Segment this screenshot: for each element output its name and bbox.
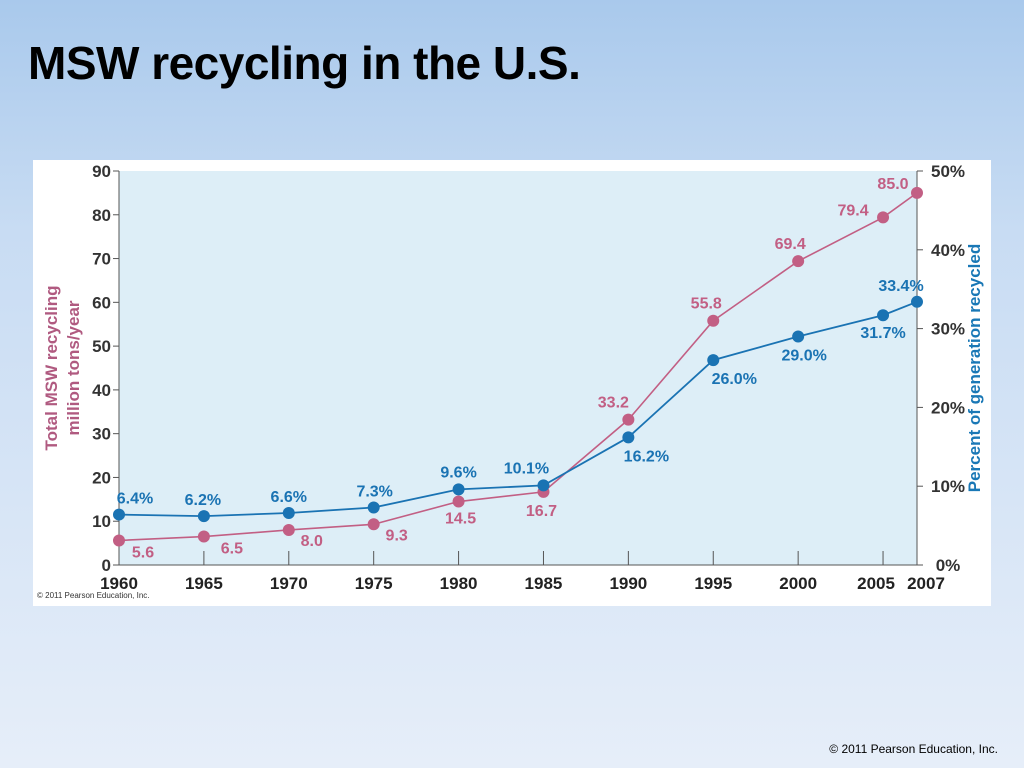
left-axis-tick-label: 70 bbox=[92, 250, 111, 269]
chart-figure: 0 10 20 30 40 50 60 70 80 90 0% 10% 20% 30% 40% 50% 1960… bbox=[33, 160, 991, 606]
right-axis-tick-label: 50% bbox=[931, 162, 965, 181]
percent-data-label: 6.6% bbox=[271, 489, 307, 506]
x-axis-tick-label: 2000 bbox=[779, 574, 817, 593]
tons-data-label: 69.4 bbox=[775, 236, 806, 253]
right-axis-tick-label: 0% bbox=[936, 556, 961, 575]
x-axis-tick-label: 1970 bbox=[270, 574, 308, 593]
percent-point bbox=[877, 309, 890, 322]
percent-point bbox=[367, 501, 380, 514]
tons-data-label: 33.2 bbox=[598, 395, 629, 412]
percent-data-label: 16.2% bbox=[624, 448, 669, 465]
tons-data-label: 5.6 bbox=[132, 544, 154, 561]
percent-data-label: 7.3% bbox=[356, 483, 392, 500]
left-axis-tick-label: 60 bbox=[92, 293, 111, 312]
percent-point bbox=[537, 479, 550, 492]
percent-data-label: 9.6% bbox=[440, 464, 476, 481]
percent-point bbox=[113, 508, 125, 521]
tons-point bbox=[452, 495, 465, 508]
left-axis-title: Total MSW recycling bbox=[42, 286, 61, 451]
right-axis-tick-label: 10% bbox=[931, 477, 965, 496]
percent-data-label: 6.2% bbox=[185, 492, 221, 509]
percent-data-label: 10.1% bbox=[504, 460, 549, 477]
left-axis-tick-label: 30 bbox=[92, 425, 111, 444]
tons-point bbox=[707, 314, 720, 327]
percent-data-label: 33.4% bbox=[878, 278, 923, 295]
tons-data-label: 79.4 bbox=[837, 202, 868, 219]
tons-data-label: 14.5 bbox=[445, 511, 476, 528]
tons-data-label: 6.5 bbox=[221, 541, 243, 558]
percent-point bbox=[792, 330, 805, 343]
x-axis-tick-label: 2007 bbox=[907, 574, 945, 593]
x-axis-tick-label: 1990 bbox=[609, 574, 647, 593]
tons-data-label: 85.0 bbox=[877, 176, 908, 193]
x-axis-tick-label: 1975 bbox=[355, 574, 393, 593]
tons-point bbox=[911, 186, 923, 199]
left-axis-title: million tons/year bbox=[64, 300, 83, 435]
tons-point bbox=[197, 530, 210, 543]
left-axis-tick-label: 90 bbox=[92, 162, 111, 181]
percent-data-label: 29.0% bbox=[781, 347, 826, 364]
tons-data-label: 55.8 bbox=[691, 296, 722, 313]
left-axis-tick-label: 40 bbox=[92, 381, 111, 400]
left-axis-tick-label: 0 bbox=[102, 556, 111, 575]
x-axis-tick-label: 1980 bbox=[440, 574, 478, 593]
percent-data-label: 26.0% bbox=[712, 371, 757, 388]
tons-point bbox=[113, 534, 125, 547]
chart-svg: 0 10 20 30 40 50 60 70 80 90 0% 10% 20% 30% 40% 50% 1960… bbox=[37, 162, 984, 600]
percent-data-label: 6.4% bbox=[117, 491, 153, 508]
tons-point bbox=[877, 211, 890, 224]
percent-point bbox=[911, 295, 923, 308]
left-axis-tick-label: 50 bbox=[92, 337, 111, 356]
percent-point bbox=[282, 506, 295, 519]
tons-data-label: 8.0 bbox=[301, 533, 323, 550]
left-axis-tick-label: 20 bbox=[92, 468, 111, 487]
right-axis-tick-label: 40% bbox=[931, 241, 965, 260]
x-axis-tick-label: 1960 bbox=[100, 574, 138, 593]
x-axis-tick-label: 2005 bbox=[857, 574, 895, 593]
percent-data-label: 31.7% bbox=[860, 325, 905, 342]
left-axis-tick-label: 10 bbox=[92, 512, 111, 531]
right-axis-tick-label: 30% bbox=[931, 320, 965, 339]
right-axis-title: Percent of generation recycled bbox=[965, 244, 984, 492]
x-axis-tick-label: 1985 bbox=[525, 574, 563, 593]
percent-point bbox=[197, 510, 210, 523]
percent-point bbox=[707, 354, 720, 367]
tons-data-label: 9.3 bbox=[386, 527, 408, 544]
tons-point bbox=[367, 518, 380, 531]
right-axis-tick-label: 20% bbox=[931, 398, 965, 417]
plot-area bbox=[119, 171, 917, 565]
percent-point bbox=[622, 431, 635, 444]
tons-data-label: 16.7 bbox=[526, 503, 557, 520]
slide-title: MSW recycling in the U.S. bbox=[28, 37, 581, 89]
tons-point bbox=[792, 255, 805, 268]
tons-point bbox=[282, 523, 295, 536]
figure-credit: © 2011 Pearson Education, Inc. bbox=[37, 591, 149, 600]
slide-copyright: © 2011 Pearson Education, Inc. bbox=[829, 742, 998, 756]
tons-point bbox=[622, 413, 635, 426]
x-axis-tick-label: 1995 bbox=[694, 574, 732, 593]
left-axis-tick-label: 80 bbox=[92, 206, 111, 225]
percent-point bbox=[452, 483, 465, 496]
x-axis-tick-label: 1965 bbox=[185, 574, 223, 593]
